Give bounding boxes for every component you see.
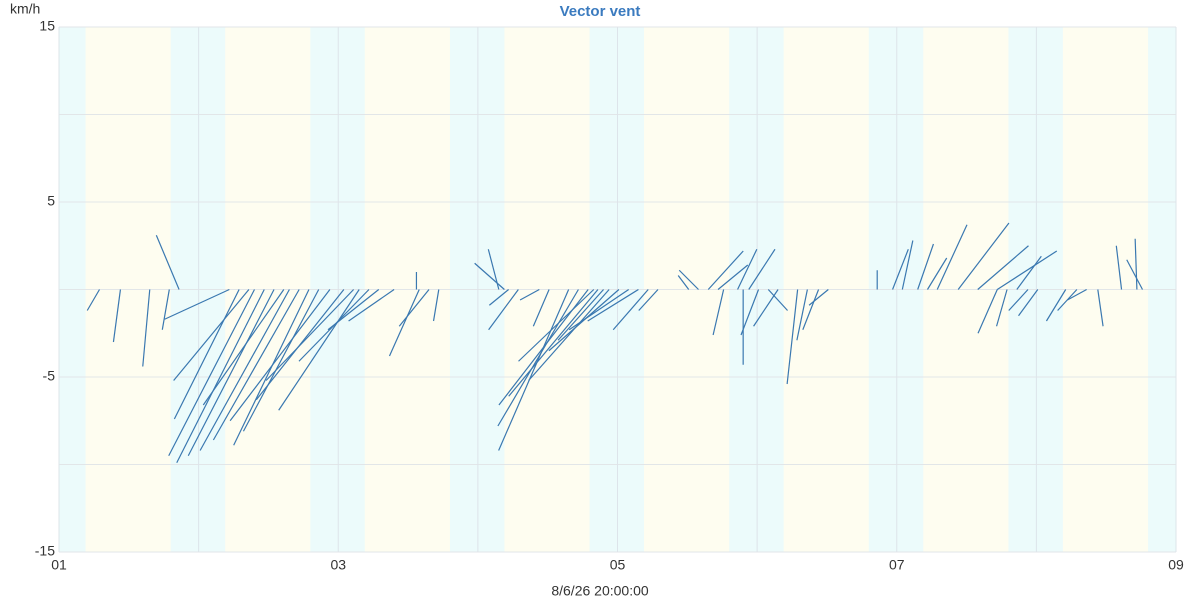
wind-vector (518, 289, 595, 362)
wind-vector (678, 269, 699, 290)
y-unit: km/h (10, 1, 40, 17)
wind-vector (528, 289, 610, 381)
wind-vector (498, 289, 570, 451)
wind-vector (327, 289, 380, 331)
wind-vector (187, 289, 275, 457)
wind-vector (892, 249, 909, 290)
wind-vector (474, 262, 505, 290)
wind-vector (1115, 245, 1123, 290)
wind-vector (398, 289, 430, 327)
x-tick-label: 03 (330, 557, 346, 573)
wind-vector (786, 289, 799, 385)
x-tick-label: 01 (51, 557, 67, 573)
wind-vector (740, 289, 760, 336)
x-tick-label: 05 (610, 557, 626, 573)
wind-vector (488, 289, 519, 331)
wind-vector (808, 289, 829, 306)
wind-vector (164, 288, 230, 320)
wind-vector (519, 288, 540, 301)
wind-vector (936, 224, 968, 290)
wind-vector (176, 289, 265, 464)
wind-vector (917, 243, 935, 290)
x-tick-label: 09 (1168, 557, 1184, 573)
wind-vector (229, 289, 331, 422)
wind-vector (1067, 288, 1087, 301)
wind-vector (1057, 289, 1078, 311)
chart-title: Vector vent (560, 3, 641, 20)
wind-vector (497, 289, 579, 427)
wind-vector (568, 289, 630, 331)
wind-vector (957, 222, 1010, 290)
wind-vector (202, 289, 285, 406)
wind-vector (977, 245, 1029, 290)
wind-vector (265, 289, 355, 381)
y-tick-label: -15 (35, 543, 55, 559)
wind-vector (753, 289, 779, 327)
wind-vector (638, 289, 659, 311)
wind-vector (1018, 289, 1039, 317)
wind-vector (1045, 289, 1067, 322)
wind-vector (712, 289, 725, 336)
wind-vector (532, 289, 550, 327)
wind-vector (86, 289, 101, 311)
wind-vector (1008, 289, 1029, 311)
wind-vector (748, 248, 776, 290)
wind-vector (802, 289, 820, 330)
wind-vector (587, 288, 639, 322)
wind-vector (348, 289, 395, 322)
wind-vector (212, 289, 300, 441)
wind-vector (717, 264, 749, 290)
wind-vector (142, 289, 151, 367)
y-tick-label: 15 (39, 18, 55, 34)
wind-vector (155, 235, 180, 290)
wind-vector (737, 248, 758, 290)
y-tick-label: 5 (47, 193, 55, 209)
wind-vector (707, 250, 744, 290)
wind-vector (767, 289, 788, 311)
x-tick-label: 07 (889, 557, 905, 573)
wind-vector (677, 275, 690, 290)
wind-vector (901, 240, 914, 290)
wind-vector (112, 289, 122, 343)
wind-vector (161, 289, 170, 330)
wind-vector (995, 289, 1008, 327)
wind-vector (488, 289, 509, 306)
wind-vector (168, 289, 256, 457)
wind-vector (508, 289, 599, 397)
wind-vector (242, 289, 320, 432)
wind-vector (1097, 289, 1104, 327)
wind-vector (557, 289, 604, 341)
wind-vector (173, 289, 240, 420)
wind-vector (1016, 255, 1042, 290)
wind-vector (926, 257, 948, 290)
wind-vector (612, 289, 649, 331)
y-tick-label: -5 (43, 368, 56, 384)
wind-vector (1134, 238, 1138, 290)
wind-vector (199, 289, 290, 451)
wind-vector (996, 250, 1058, 291)
wind-vector (173, 289, 250, 381)
wind-vector (796, 289, 808, 341)
wind-vector (977, 289, 998, 334)
wind-vector (432, 289, 440, 322)
wind-vector (278, 289, 360, 411)
wind-vector (1126, 259, 1144, 290)
wind-vector (388, 289, 420, 357)
x-axis-label: 8/6/26 20:00:00 (551, 583, 649, 599)
